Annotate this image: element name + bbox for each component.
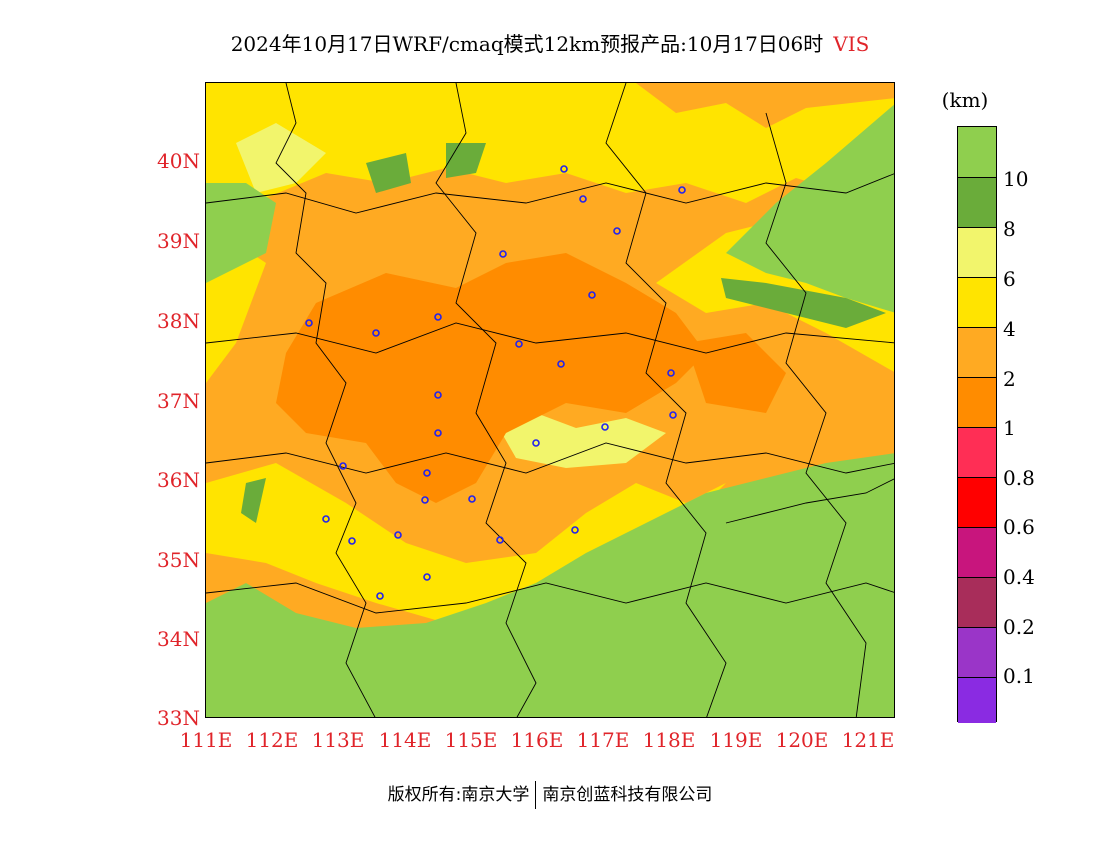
lat-label: 37N bbox=[157, 389, 200, 413]
station-marker bbox=[305, 319, 313, 327]
lon-label: 115E bbox=[444, 728, 498, 752]
colorbar-swatch bbox=[958, 377, 996, 427]
station-marker bbox=[348, 537, 356, 545]
station-marker bbox=[678, 186, 686, 194]
colorbar-label: 6 bbox=[1003, 267, 1016, 291]
station-marker bbox=[372, 329, 380, 337]
field-1to2-core bbox=[276, 253, 706, 503]
colorbar-swatch bbox=[958, 527, 996, 577]
colorbar-swatch bbox=[958, 277, 996, 327]
colorbar-swatch bbox=[958, 127, 996, 177]
station-marker bbox=[499, 250, 507, 258]
station-marker bbox=[394, 531, 402, 539]
colorbar-label: 0.8 bbox=[1003, 466, 1035, 490]
colorbar-label: 2 bbox=[1003, 367, 1016, 391]
field-1to2-east bbox=[686, 333, 786, 413]
field-6to8-central bbox=[496, 413, 666, 468]
station-marker bbox=[613, 227, 621, 235]
station-marker bbox=[571, 526, 579, 534]
station-marker bbox=[579, 195, 587, 203]
colorbar bbox=[957, 126, 997, 723]
station-marker bbox=[339, 462, 347, 470]
field-ge10-northeast bbox=[726, 104, 894, 313]
station-marker bbox=[588, 291, 596, 299]
field-8to10-patch1 bbox=[446, 143, 486, 178]
field-4to6-north bbox=[206, 83, 894, 223]
colorbar-swatch bbox=[958, 327, 996, 377]
lat-label: 36N bbox=[157, 468, 200, 492]
field-ge10-south bbox=[206, 453, 894, 717]
field-8to10-patch2 bbox=[366, 153, 411, 193]
colorbar-swatch bbox=[958, 427, 996, 477]
colorbar-label: 1 bbox=[1003, 416, 1016, 440]
lon-label: 114E bbox=[378, 728, 432, 752]
lon-label: 111E bbox=[179, 728, 233, 752]
title-text: 2024年10月17日WRF/cmaq模式12km预报产品:10月17日06时 bbox=[230, 32, 824, 56]
station-marker bbox=[601, 423, 609, 431]
station-marker bbox=[667, 369, 675, 377]
lat-label: 34N bbox=[157, 627, 200, 651]
colorbar-swatch bbox=[958, 677, 996, 723]
colorbar-swatch bbox=[958, 627, 996, 677]
station-markers bbox=[305, 165, 686, 600]
station-marker bbox=[468, 495, 476, 503]
lat-label: 38N bbox=[157, 309, 200, 333]
figure-title: 2024年10月17日WRF/cmaq模式12km预报产品:10月17日06时 V… bbox=[0, 28, 1100, 57]
lat-label: 40N bbox=[157, 149, 200, 173]
field-6to8-nw bbox=[236, 123, 326, 193]
lon-label: 119E bbox=[709, 728, 763, 752]
station-marker bbox=[423, 469, 431, 477]
station-marker bbox=[421, 496, 429, 504]
copyright-line: 版权所有:南京大学 南京创蓝科技有限公司 bbox=[0, 780, 1100, 809]
station-marker bbox=[322, 515, 330, 523]
admin-boundaries bbox=[206, 83, 894, 717]
lon-label: 121E bbox=[841, 728, 895, 752]
copyright-divider bbox=[535, 781, 537, 809]
variable-name: VIS bbox=[833, 32, 870, 56]
field-ge10-northwest bbox=[206, 183, 276, 283]
station-marker bbox=[423, 573, 431, 581]
field-8to10-patch3 bbox=[241, 478, 266, 523]
lon-label: 116E bbox=[510, 728, 564, 752]
lat-label: 35N bbox=[157, 548, 200, 572]
copyright-right: 南京创蓝科技有限公司 bbox=[542, 785, 713, 805]
station-marker bbox=[434, 429, 442, 437]
colorbar-label: 10 bbox=[1003, 167, 1029, 191]
station-marker bbox=[434, 391, 442, 399]
station-marker bbox=[532, 439, 540, 447]
colorbar-label: 0.1 bbox=[1003, 664, 1035, 688]
colorbar-label: 0.6 bbox=[1003, 515, 1035, 539]
lon-label: 117E bbox=[576, 728, 630, 752]
lat-label: 33N bbox=[157, 706, 200, 730]
colorbar-unit: (km) bbox=[941, 88, 989, 112]
station-marker bbox=[376, 592, 384, 600]
lat-label: 39N bbox=[157, 229, 200, 253]
colorbar-swatch bbox=[958, 227, 996, 277]
visibility-field bbox=[206, 83, 894, 717]
colorbar-label: 0.4 bbox=[1003, 565, 1035, 589]
lon-label: 113E bbox=[311, 728, 365, 752]
colorbar-label: 0.2 bbox=[1003, 615, 1035, 639]
station-marker bbox=[669, 411, 677, 419]
lon-label: 112E bbox=[245, 728, 299, 752]
colorbar-swatch bbox=[958, 177, 996, 227]
colorbar-swatch bbox=[958, 577, 996, 627]
station-marker bbox=[560, 165, 568, 173]
station-marker bbox=[434, 313, 442, 321]
colorbar-swatch bbox=[958, 477, 996, 527]
forecast-map bbox=[205, 82, 895, 718]
lon-label: 118E bbox=[642, 728, 696, 752]
colorbar-label: 8 bbox=[1003, 217, 1016, 241]
field-4to6-south bbox=[206, 463, 726, 623]
station-marker bbox=[515, 340, 523, 348]
lon-label: 120E bbox=[775, 728, 829, 752]
station-marker bbox=[496, 536, 504, 544]
copyright-left: 版权所有:南京大学 bbox=[387, 785, 530, 805]
station-marker bbox=[557, 360, 565, 368]
colorbar-label: 4 bbox=[1003, 317, 1016, 341]
